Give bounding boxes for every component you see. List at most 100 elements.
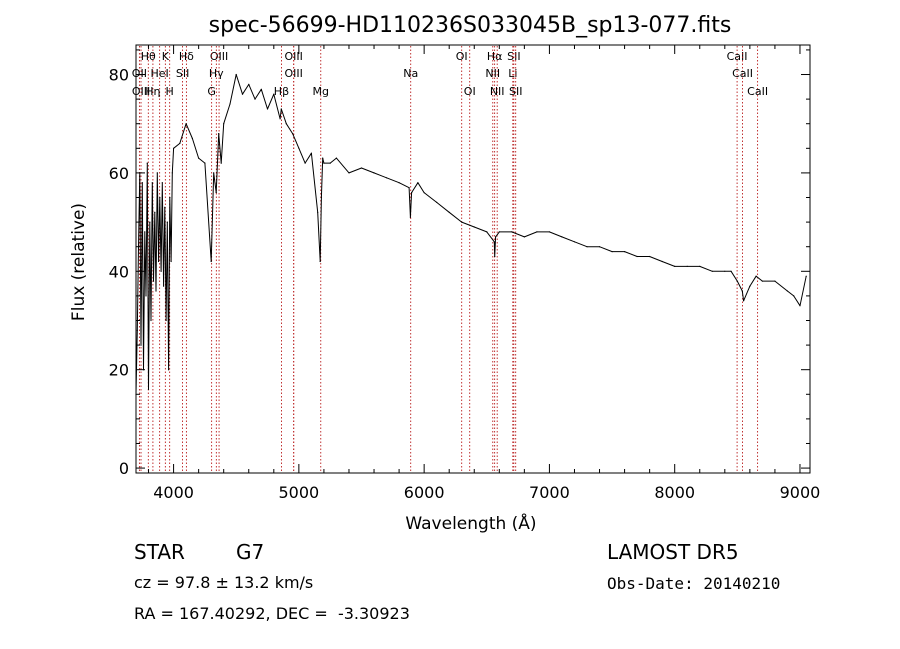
spectrum-point	[741, 290, 743, 292]
spectral-line-label: OII	[132, 67, 147, 80]
plot-frame	[135, 44, 811, 474]
spectrum-point	[411, 192, 413, 194]
spectral-line-label: NII	[490, 85, 505, 98]
spectrum-point	[241, 93, 244, 95]
spectrum-point	[661, 260, 663, 263]
spectrum-point	[536, 231, 538, 233]
spectrum-point	[149, 221, 151, 223]
spectrum-point	[155, 290, 157, 292]
spectrum-point	[165, 319, 167, 322]
spectrum-point	[348, 172, 350, 174]
spectrum-point	[298, 147, 300, 149]
spectrum-point	[408, 187, 410, 189]
spectral-line-label: Mg	[313, 85, 329, 98]
spectral-line-label: Hα	[487, 50, 503, 63]
spectrum-point	[169, 196, 171, 199]
spectrum-point	[674, 265, 676, 267]
spectrum-point	[323, 162, 325, 164]
spectral-line-label: OIII	[285, 67, 303, 80]
spectrum-point	[805, 275, 807, 277]
x-tick-label: 9000	[780, 483, 821, 502]
spectral-line-label: OIII	[210, 50, 228, 63]
spectrum-point	[386, 177, 388, 179]
spectrum-point	[786, 290, 789, 292]
spectrum-point	[185, 123, 187, 125]
y-tick-label: 20	[109, 361, 129, 380]
spectrum-point	[448, 211, 450, 213]
spectral-line-label: SII	[176, 67, 189, 80]
spectrum-point	[624, 251, 626, 253]
spectrum-point	[280, 108, 282, 110]
spectrum-point	[494, 255, 496, 258]
spectral-line-label: Li	[508, 67, 517, 80]
redshift-velocity: cz = 97.8 ± 13.2 km/s	[134, 573, 314, 592]
x-tick-label: 4000	[153, 483, 194, 502]
spectrum-point	[335, 157, 337, 159]
object-subclass: G7	[236, 540, 265, 564]
spectral-line-label: K	[162, 50, 170, 63]
spectral-line-label: H	[166, 85, 174, 98]
spectral-line-label: Hβ	[274, 85, 289, 98]
spectrum-point	[220, 162, 222, 164]
spectrum-point	[285, 123, 287, 125]
spectrum-point	[171, 172, 173, 174]
spectral-line-label: CaII	[747, 85, 768, 98]
spectrum-point	[320, 196, 322, 199]
spectrum-point	[761, 280, 764, 282]
spectrum-point	[235, 73, 237, 76]
spectrum-point	[166, 221, 168, 223]
spectrum-point	[511, 231, 513, 233]
spectrum-point	[151, 182, 153, 184]
spectrum-point	[322, 157, 324, 159]
spectrum-point	[417, 182, 419, 184]
spectrum-point	[136, 329, 138, 331]
spectrum-point	[548, 231, 551, 233]
spectrum-point	[150, 319, 152, 322]
spectrum-point	[749, 285, 751, 287]
spectrum-point	[461, 221, 463, 223]
spectrum-point	[373, 172, 375, 174]
spectrum-point	[147, 388, 150, 390]
spectrum-point	[191, 137, 193, 140]
spectrum-point	[213, 172, 215, 174]
spectral-line-label: CaII	[727, 50, 748, 63]
y-tick-label: 0	[119, 459, 129, 478]
spectrum-point	[317, 211, 319, 213]
spectrum-point	[160, 270, 162, 272]
x-tick-label: 7000	[529, 483, 570, 502]
spectrum-point	[229, 103, 231, 105]
spectrum-point	[730, 270, 732, 272]
spectral-line-label: OI	[456, 50, 468, 63]
y-tick-label: 80	[109, 66, 129, 85]
spectrum-point	[279, 118, 281, 120]
x-tick-label: 6000	[404, 483, 445, 502]
spectrum-point	[686, 265, 688, 267]
axis-ticks: 4000 5000 6000 7000 8000 9000 0 20 40 60 80	[109, 45, 821, 502]
spectrum-point	[611, 251, 613, 253]
x-axis-label: Wavelength (Å)	[405, 512, 536, 534]
spectrum-point	[310, 152, 312, 154]
spectral-line-label: G	[207, 85, 216, 98]
chart-title: spec-56699-HD110236S033045B_sp13-077.fit…	[209, 13, 732, 38]
spectrum-point	[495, 236, 497, 238]
spectrum-point	[173, 147, 175, 149]
spectrum-point	[304, 162, 306, 164]
spectrum-point	[755, 275, 757, 277]
spectrum-point	[254, 98, 256, 100]
spectral-line-label: Hγ	[209, 67, 224, 80]
spectral-line-label: HeI	[151, 67, 169, 80]
x-tick-label: 5000	[279, 483, 320, 502]
x-tick-label: 8000	[654, 483, 695, 502]
spectrum-point	[156, 172, 158, 174]
spectrum-point	[793, 295, 795, 297]
spectrum-series	[135, 73, 807, 395]
spectrum-point	[260, 88, 262, 90]
observation-date: Obs-Date: 20140210	[607, 574, 781, 593]
spectrum-point	[145, 295, 147, 297]
spectrum-point	[486, 231, 488, 233]
spectral-line-label: SII	[509, 85, 522, 98]
spectrum-point	[146, 162, 148, 164]
spectrum-point	[223, 123, 225, 125]
spectrum-point	[215, 192, 217, 194]
